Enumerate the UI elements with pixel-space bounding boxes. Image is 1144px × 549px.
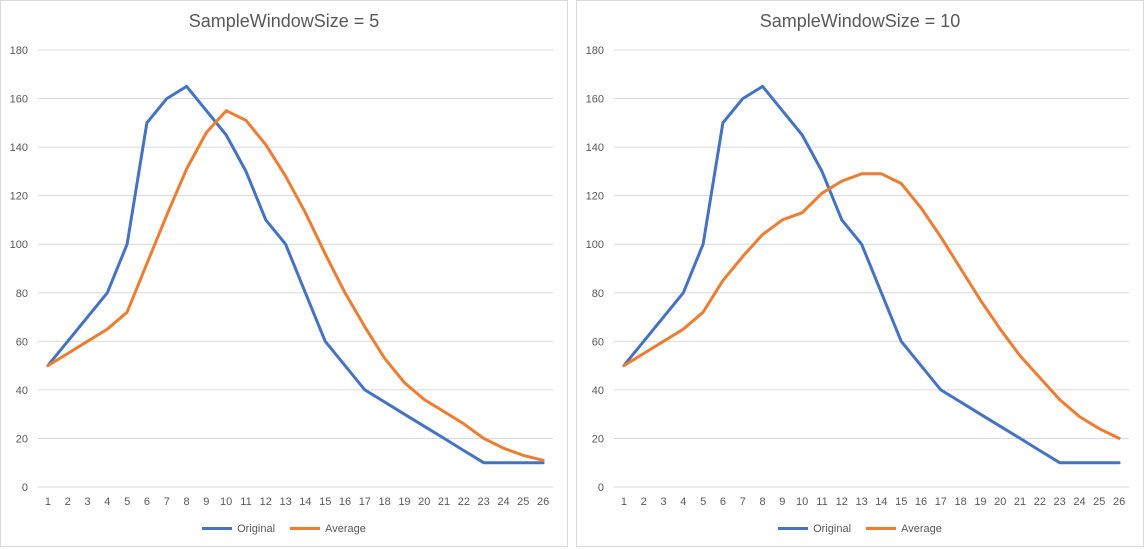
legend-label-average: Average — [901, 522, 942, 535]
x-tick-label: 23 — [1054, 496, 1066, 508]
x-tick-label: 3 — [660, 496, 666, 508]
x-tick-label: 10 — [796, 496, 808, 508]
legend-item-original: Original — [778, 523, 851, 535]
y-tick-label: 180 — [10, 45, 28, 57]
x-tick-label: 9 — [203, 496, 209, 508]
x-tick-label: 2 — [65, 496, 71, 508]
y-tick-label: 140 — [586, 142, 604, 154]
legend-item-average: Average — [290, 523, 366, 535]
x-tick-label: 12 — [260, 496, 272, 508]
y-tick-label: 160 — [10, 94, 28, 106]
legend-item-original: Original — [202, 523, 275, 535]
x-tick-label: 10 — [220, 496, 232, 508]
y-tick-label: 60 — [592, 336, 604, 348]
x-tick-label: 26 — [1113, 496, 1125, 508]
x-tick-label: 7 — [164, 496, 170, 508]
x-tick-label: 14 — [875, 496, 887, 508]
x-tick-label: 6 — [720, 496, 726, 508]
x-tick-label: 7 — [740, 496, 746, 508]
x-tick-label: 8 — [183, 496, 189, 508]
x-tick-label: 15 — [319, 496, 331, 508]
chart-panel-left: SampleWindowSize = 5 0 20 40 60 80 100 120 140 1… — [0, 0, 568, 547]
x-tick-label: 4 — [680, 496, 686, 508]
y-tick-label: 80 — [592, 288, 604, 300]
x-tick-label: 19 — [398, 496, 410, 508]
x-tick-label: 19 — [974, 496, 986, 508]
x-tick-label: 23 — [478, 496, 490, 508]
y-tick-label: 40 — [16, 385, 28, 397]
x-tick-label: 2 — [641, 496, 647, 508]
y-tick-label: 40 — [592, 385, 604, 397]
x-tick-label: 13 — [855, 496, 867, 508]
x-tick-label: 20 — [418, 496, 430, 508]
x-tick-label: 14 — [299, 496, 311, 508]
chart-legend: Original Average — [577, 521, 1143, 535]
y-tick-label: 120 — [586, 191, 604, 203]
y-tick-label: 100 — [586, 239, 604, 251]
y-tick-label: 60 — [16, 336, 28, 348]
series-line-original — [622, 84, 1121, 465]
y-tick-label: 20 — [16, 433, 28, 445]
y-tick-label: 180 — [586, 45, 604, 57]
x-tick-label: 11 — [816, 496, 827, 508]
x-tick-label: 9 — [779, 496, 785, 508]
chart-title: SampleWindowSize = 10 — [759, 11, 961, 31]
chart-panel-right: SampleWindowSize = 10 0 20 40 60 80 100 120 140… — [576, 0, 1144, 547]
x-tick-label: 12 — [836, 496, 848, 508]
x-tick-label: 4 — [104, 496, 110, 508]
chart-title: SampleWindowSize = 5 — [188, 11, 380, 31]
x-tick-label: 8 — [759, 496, 765, 508]
y-tick-label: 160 — [586, 94, 604, 106]
x-tick-label: 3 — [84, 496, 90, 508]
legend-label-original: Original — [813, 522, 852, 535]
x-tick-label: 6 — [144, 496, 150, 508]
x-tick-label: 16 — [339, 496, 351, 508]
chart-legend: Original Average — [1, 521, 567, 535]
y-tick-label: 20 — [592, 433, 604, 445]
series-line-original — [46, 84, 545, 465]
x-tick-label: 17 — [935, 496, 947, 508]
x-tick-label: 18 — [955, 496, 967, 508]
legend-swatch-average — [290, 527, 321, 530]
legend-label-average: Average — [325, 522, 366, 535]
x-tick-label: 5 — [700, 496, 706, 508]
legend-item-average: Average — [866, 523, 942, 535]
x-tick-label: 17 — [359, 496, 371, 508]
legend-label-original: Original — [237, 522, 276, 535]
x-tick-label: 22 — [458, 496, 470, 508]
series-line-average — [622, 172, 1121, 440]
x-tick-label: 25 — [1093, 496, 1105, 508]
y-tick-label: 100 — [10, 239, 28, 251]
series-line-average — [46, 109, 545, 462]
y-tick-label: 0 — [598, 482, 604, 494]
x-tick-label: 18 — [379, 496, 391, 508]
x-tick-label: 16 — [915, 496, 927, 508]
x-tick-label: 1 — [45, 496, 51, 508]
y-tick-label: 120 — [10, 191, 28, 203]
x-tick-label: 21 — [1014, 496, 1026, 508]
y-tick-label: 140 — [10, 142, 28, 154]
x-tick-label: 24 — [1073, 496, 1085, 508]
x-tick-label: 24 — [497, 496, 509, 508]
x-tick-label: 25 — [517, 496, 529, 508]
x-tick-label: 13 — [279, 496, 291, 508]
y-tick-label: 0 — [22, 482, 28, 494]
legend-swatch-average — [866, 527, 897, 530]
legend-swatch-original — [778, 527, 809, 530]
x-tick-label: 26 — [537, 496, 549, 508]
x-tick-label: 21 — [438, 496, 450, 508]
x-tick-label: 1 — [621, 496, 627, 508]
legend-swatch-original — [202, 527, 233, 530]
x-tick-label: 11 — [240, 496, 251, 508]
x-tick-label: 22 — [1034, 496, 1046, 508]
x-tick-label: 20 — [994, 496, 1006, 508]
y-tick-label: 80 — [16, 288, 28, 300]
x-tick-label: 15 — [895, 496, 907, 508]
x-tick-label: 5 — [124, 496, 130, 508]
